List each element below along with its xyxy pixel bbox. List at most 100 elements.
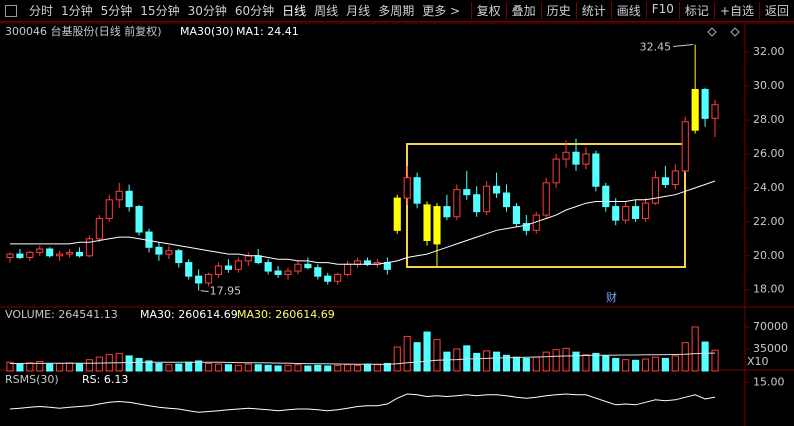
volume-bar <box>85 359 93 372</box>
candle-body <box>204 273 213 284</box>
candle-body <box>16 253 24 258</box>
candle-body <box>56 253 64 257</box>
toolbar-button[interactable]: F10 <box>645 2 679 19</box>
candle-body <box>75 251 84 257</box>
volume-bar <box>284 364 292 372</box>
volume-bar <box>214 363 223 372</box>
volume-bar <box>671 355 679 372</box>
toolbar-button[interactable]: 返回 <box>758 2 794 19</box>
volume-bar <box>254 364 262 372</box>
unit-label: X10 <box>747 355 769 368</box>
volume-bar <box>135 357 143 372</box>
candle-body <box>681 121 689 172</box>
toolbar-button[interactable]: 历史 <box>540 2 576 19</box>
candle-body <box>36 248 44 253</box>
toolbar-button[interactable]: 标记 <box>678 2 714 19</box>
candle-body <box>562 151 570 160</box>
candle-body <box>353 260 362 265</box>
candle-body <box>433 206 441 245</box>
legend-entry: MA30(30) <box>180 25 234 38</box>
panel-title: RSMS(30) <box>5 373 59 386</box>
toolbar-button[interactable]: 15分钟 <box>140 4 180 18</box>
candle-body <box>483 185 491 213</box>
volume-bar <box>244 363 252 372</box>
volume-bar <box>294 364 302 372</box>
toolbar-button[interactable]: 分时 <box>29 4 54 18</box>
annotation-arrow <box>673 44 694 48</box>
candle-body <box>105 199 113 219</box>
candle-body <box>195 275 203 284</box>
volume-bar <box>145 360 153 372</box>
toolbar-button[interactable]: 更多 > <box>422 4 461 18</box>
annotation-arrow <box>200 290 209 293</box>
icons[interactable] <box>707 27 740 37</box>
y-tick-label: 24.00 <box>753 181 785 194</box>
volume-bar <box>204 362 213 372</box>
volume-bar <box>562 347 570 372</box>
volume-bar <box>502 354 511 372</box>
toolbar-button[interactable]: 周线 <box>314 4 339 18</box>
rsms-line <box>9 393 716 413</box>
ma-line <box>10 352 716 365</box>
y-tick-label: 15.00 <box>753 375 785 388</box>
period-tabs: 分时 1分钟 5分钟 15分钟 30分钟 60分钟 日线 周线 月线 多周期 更多 > <box>25 2 464 19</box>
volume-bar <box>185 361 193 372</box>
candle-body <box>264 262 272 272</box>
toolbar-button[interactable]: 月线 <box>346 4 371 18</box>
volume-bar <box>6 361 14 372</box>
volume-bar <box>344 364 352 372</box>
volume-bar <box>681 342 689 372</box>
menu-icon[interactable] <box>5 4 17 17</box>
volume-bar <box>264 364 272 372</box>
candle-body <box>592 153 600 187</box>
candle-body <box>26 251 34 258</box>
volume-bar <box>155 362 163 372</box>
candle-body <box>463 189 471 196</box>
drawn-box <box>406 143 686 268</box>
toolbar-button[interactable]: 叠加 <box>505 2 541 19</box>
candle-body <box>602 185 610 208</box>
toolbar-button[interactable]: 5分钟 <box>100 4 133 18</box>
candle-body <box>393 197 401 231</box>
volume-bar <box>632 359 640 372</box>
event-marker[interactable]: 财 <box>606 290 617 304</box>
candle-body <box>701 88 709 119</box>
legend-entry: MA30: 260614.69 <box>140 308 238 321</box>
volume-bar <box>483 350 491 372</box>
candle-body <box>582 153 590 165</box>
volume-bar <box>622 359 630 372</box>
volume-bar <box>46 363 54 372</box>
volume-bar <box>691 326 699 372</box>
volume-bar <box>641 358 650 372</box>
candle-body <box>671 170 679 186</box>
toolbar-button[interactable]: 复权 <box>470 2 506 19</box>
volume-bar <box>314 364 322 372</box>
toolbar-button[interactable]: 画线 <box>610 2 646 19</box>
candle-body <box>502 192 511 208</box>
candle-body <box>224 265 233 270</box>
volume-bar <box>661 357 669 372</box>
candle-body <box>324 275 332 282</box>
candle-body <box>403 177 411 199</box>
volume-bar <box>125 355 133 372</box>
toolbar-button[interactable]: 多周期 <box>378 4 415 18</box>
candle-body <box>512 206 521 225</box>
volume-bar <box>473 352 481 372</box>
candle-body <box>661 177 669 186</box>
toolbar-button[interactable]: +自选 <box>713 2 759 19</box>
candle-body <box>304 263 312 269</box>
volume-bar <box>274 365 282 372</box>
toolbar-button[interactable]: 统计 <box>575 2 611 19</box>
candle-body <box>383 262 391 270</box>
candle-body <box>135 206 143 233</box>
volume-bar <box>56 362 64 372</box>
toolbar: 分时 1分钟 5分钟 15分钟 30分钟 60分钟 日线 周线 月线 多周期 更多 > 复权 叠加 历史… <box>0 0 794 22</box>
volume-bar <box>592 352 600 372</box>
toolbar-button[interactable]: 日线 <box>282 4 307 18</box>
toolbar-button[interactable]: 30分钟 <box>187 4 227 18</box>
candle-body <box>542 182 550 216</box>
toolbar-button[interactable]: 1分钟 <box>61 4 93 18</box>
toolbar-button[interactable]: 60分钟 <box>234 4 275 18</box>
candle-body <box>274 270 282 275</box>
